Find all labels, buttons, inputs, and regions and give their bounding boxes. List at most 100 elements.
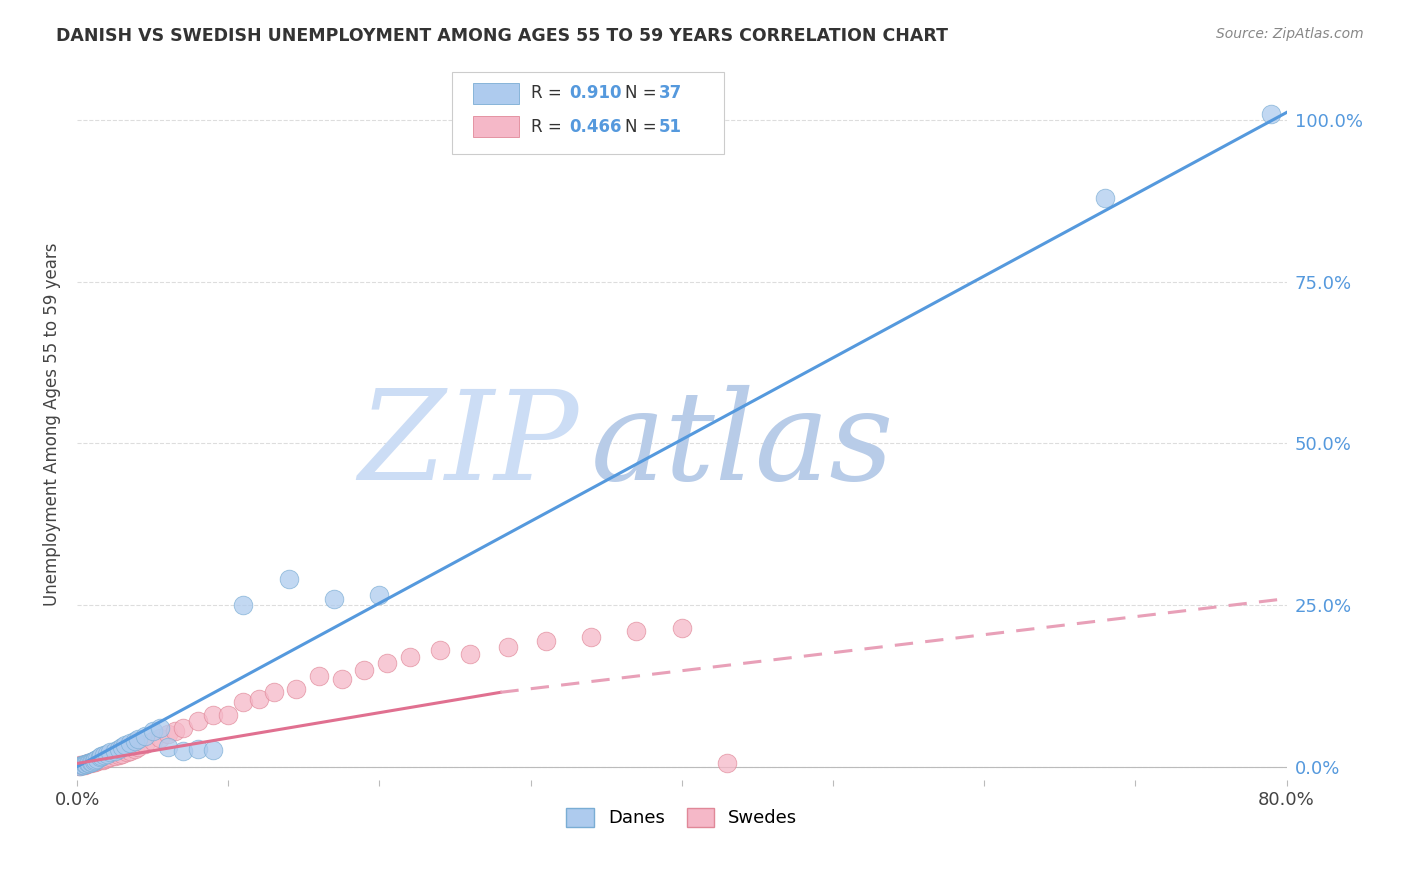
- Point: [134, 729, 156, 743]
- Point: [82, 755, 104, 769]
- Point: [149, 721, 172, 735]
- Text: Source: ZipAtlas.com: Source: ZipAtlas.com: [1216, 27, 1364, 41]
- Point: [89, 753, 111, 767]
- FancyBboxPatch shape: [472, 116, 519, 137]
- Point: [73, 757, 96, 772]
- Point: [142, 734, 165, 748]
- Point: [1260, 107, 1282, 121]
- Point: [72, 757, 94, 772]
- Text: R =: R =: [530, 118, 567, 136]
- Text: 37: 37: [659, 85, 682, 103]
- Point: [69, 759, 91, 773]
- Point: [93, 752, 115, 766]
- Point: [90, 749, 112, 764]
- Point: [127, 731, 149, 746]
- Point: [308, 669, 330, 683]
- Point: [98, 746, 121, 760]
- Point: [232, 695, 254, 709]
- Point: [111, 740, 134, 755]
- Text: N =: N =: [626, 85, 662, 103]
- Point: [67, 759, 90, 773]
- Text: 0.910: 0.910: [569, 85, 621, 103]
- Point: [77, 756, 100, 771]
- Point: [353, 663, 375, 677]
- Point: [232, 598, 254, 612]
- Point: [165, 724, 187, 739]
- Point: [84, 753, 107, 767]
- Point: [142, 724, 165, 739]
- Point: [82, 755, 104, 769]
- Point: [127, 740, 149, 755]
- Point: [368, 588, 391, 602]
- Text: N =: N =: [626, 118, 662, 136]
- Point: [91, 753, 114, 767]
- Point: [73, 757, 96, 772]
- Point: [76, 756, 98, 771]
- Point: [579, 631, 602, 645]
- Point: [202, 743, 225, 757]
- Point: [77, 756, 100, 770]
- Point: [104, 743, 127, 757]
- Point: [156, 740, 179, 755]
- Point: [72, 757, 94, 772]
- Point: [96, 747, 118, 761]
- Point: [69, 758, 91, 772]
- Point: [671, 621, 693, 635]
- Point: [134, 737, 156, 751]
- Legend: Danes, Swedes: Danes, Swedes: [560, 801, 804, 835]
- Point: [96, 751, 118, 765]
- Point: [86, 754, 108, 768]
- Text: DANISH VS SWEDISH UNEMPLOYMENT AMONG AGES 55 TO 59 YEARS CORRELATION CHART: DANISH VS SWEDISH UNEMPLOYMENT AMONG AGE…: [56, 27, 948, 45]
- Point: [114, 739, 136, 753]
- Point: [187, 714, 209, 729]
- Point: [263, 685, 285, 699]
- Point: [626, 624, 648, 638]
- Point: [118, 743, 141, 757]
- Point: [156, 727, 179, 741]
- FancyBboxPatch shape: [472, 83, 519, 104]
- Point: [458, 647, 481, 661]
- Point: [375, 657, 398, 671]
- Point: [716, 756, 738, 771]
- Text: 51: 51: [659, 118, 682, 136]
- Point: [75, 757, 97, 772]
- Point: [70, 758, 93, 772]
- Point: [217, 708, 239, 723]
- Point: [398, 649, 420, 664]
- Text: 0.466: 0.466: [569, 118, 621, 136]
- Point: [534, 633, 557, 648]
- Point: [1094, 191, 1116, 205]
- Point: [83, 754, 105, 768]
- Point: [98, 750, 121, 764]
- Point: [75, 757, 97, 772]
- Point: [83, 755, 105, 769]
- Point: [115, 746, 138, 760]
- Point: [172, 743, 194, 757]
- Point: [124, 734, 146, 748]
- Point: [70, 758, 93, 772]
- Text: ZIP: ZIP: [359, 384, 579, 506]
- Point: [277, 572, 299, 586]
- Point: [330, 673, 353, 687]
- Point: [86, 752, 108, 766]
- Point: [118, 736, 141, 750]
- Point: [111, 747, 134, 761]
- Point: [187, 741, 209, 756]
- Point: [323, 591, 346, 606]
- Point: [172, 721, 194, 735]
- Point: [89, 750, 111, 764]
- Point: [285, 682, 308, 697]
- Point: [108, 741, 131, 756]
- Point: [84, 755, 107, 769]
- Point: [124, 741, 146, 756]
- Point: [104, 749, 127, 764]
- Point: [80, 756, 103, 770]
- Text: atlas: atlas: [591, 384, 894, 506]
- Point: [93, 747, 115, 762]
- Y-axis label: Unemployment Among Ages 55 to 59 years: Unemployment Among Ages 55 to 59 years: [44, 243, 60, 606]
- Point: [108, 747, 131, 762]
- FancyBboxPatch shape: [451, 72, 724, 153]
- Point: [202, 708, 225, 723]
- Point: [429, 643, 451, 657]
- Text: R =: R =: [530, 85, 567, 103]
